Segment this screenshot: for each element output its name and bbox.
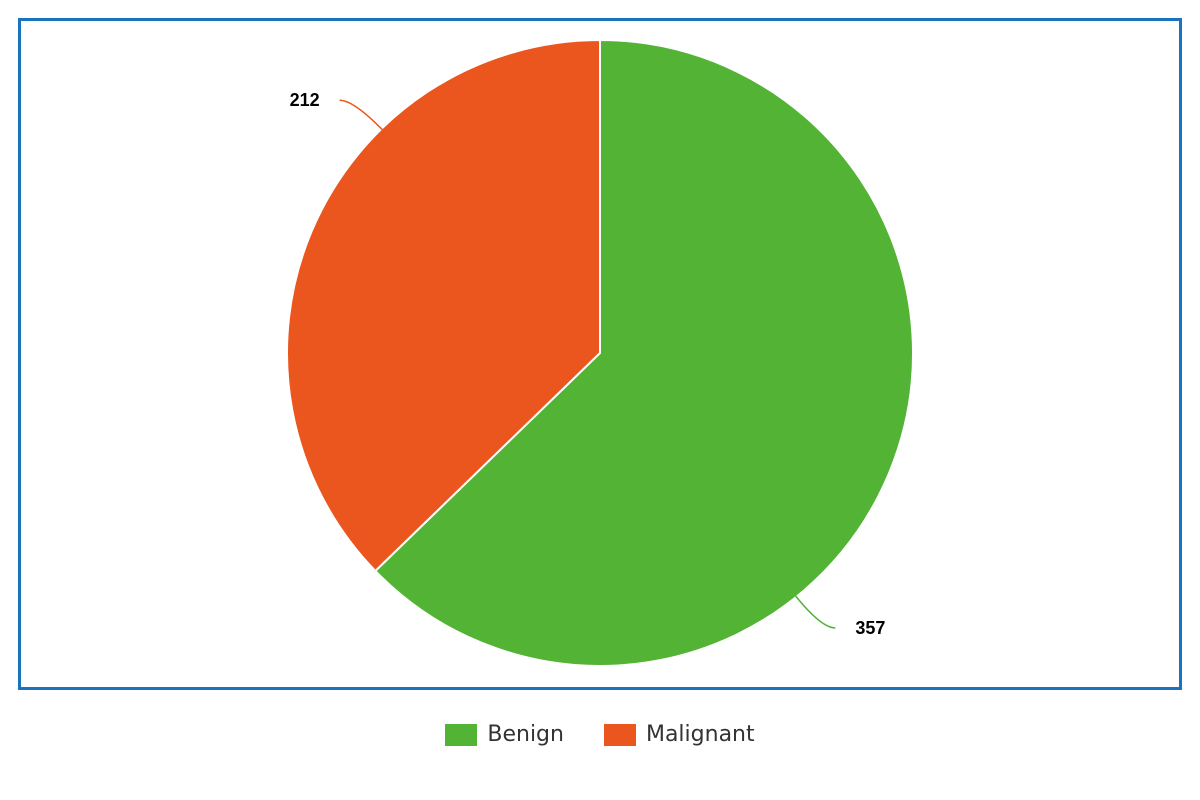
legend: Benign Malignant xyxy=(0,722,1200,747)
leader-line-malignant xyxy=(339,99,384,131)
pie-slice-benign[interactable] xyxy=(373,38,914,667)
legend-swatch-benign xyxy=(445,723,478,746)
legend-item-benign[interactable]: Benign xyxy=(445,722,564,747)
data-labels: 357 212 xyxy=(290,90,886,638)
pie-slices xyxy=(286,38,914,667)
pie-slice-malignant[interactable] xyxy=(286,38,601,573)
leader-lines xyxy=(339,99,836,629)
data-label-benign: 357 xyxy=(855,618,885,638)
legend-label-benign: Benign xyxy=(487,722,564,747)
legend-swatch-malignant xyxy=(603,723,636,746)
leader-line-benign xyxy=(794,594,836,629)
legend-item-malignant[interactable]: Malignant xyxy=(603,722,755,747)
data-label-malignant: 212 xyxy=(290,90,320,110)
legend-label-malignant: Malignant xyxy=(645,722,755,747)
